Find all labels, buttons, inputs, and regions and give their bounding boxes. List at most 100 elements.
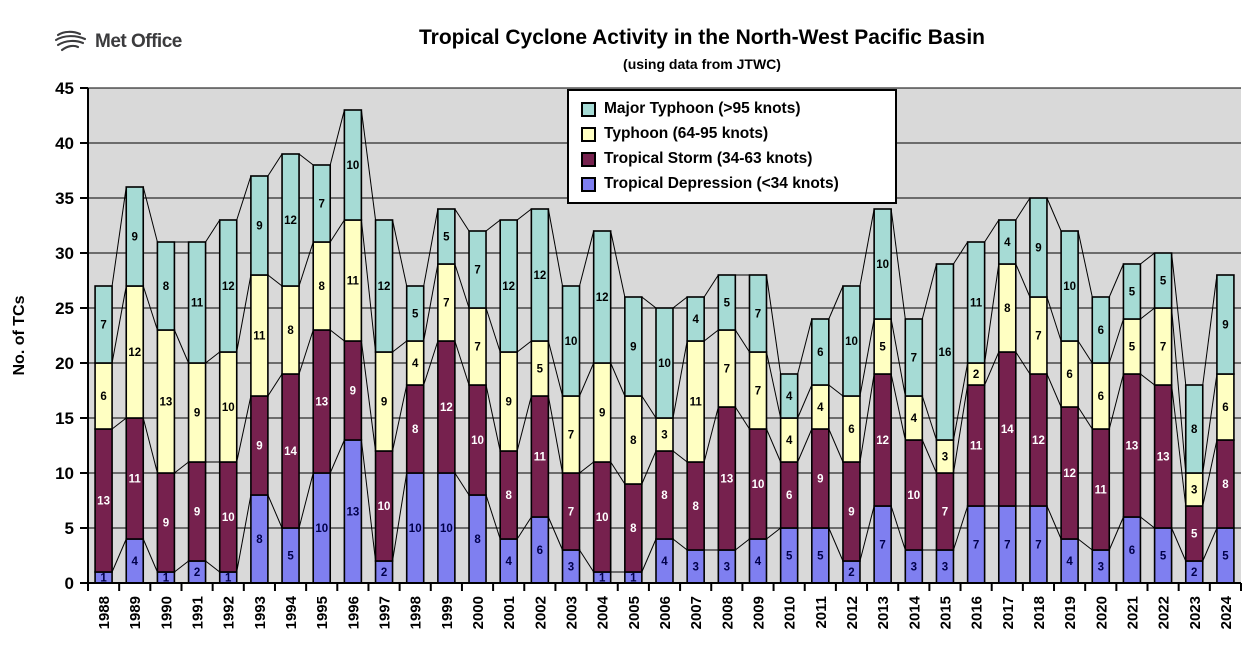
- bar-segment-2012: [842, 285, 861, 397]
- bar-value-label: 11: [970, 298, 983, 310]
- bar-value-label: 12: [502, 281, 515, 293]
- series-line: [859, 208, 875, 287]
- series-line: [174, 461, 189, 474]
- bar-value-label: 1: [100, 573, 107, 585]
- bar-segment-1994: [281, 153, 300, 287]
- bar-value-label: 13: [160, 397, 173, 409]
- bar-value-label: 9: [848, 507, 854, 519]
- legend-item-label: Typhoon (64-95 knots): [604, 125, 769, 142]
- series-line: [423, 263, 439, 342]
- bar-value-label: 1: [163, 573, 170, 585]
- series-line: [1202, 274, 1218, 386]
- bar-value-label: 8: [319, 281, 326, 293]
- bar-value-label: 5: [786, 551, 793, 563]
- series-line: [392, 219, 408, 287]
- x-tick-label: 1995: [314, 596, 331, 629]
- series-line: [984, 351, 1000, 386]
- series-line: [921, 263, 937, 320]
- bar-value-label: 8: [412, 424, 419, 436]
- series-line: [329, 439, 345, 474]
- bar-value-label: 13: [315, 397, 328, 409]
- series-line: [1140, 307, 1155, 320]
- bar-value-label: 9: [599, 408, 605, 420]
- series-line: [111, 186, 127, 287]
- series-line: [547, 516, 563, 551]
- bar-segment-2018: [1029, 197, 1048, 298]
- series-line: [111, 417, 127, 430]
- bar-segment-2006: [655, 307, 674, 419]
- bar-value-label: 2: [848, 567, 854, 579]
- bar-segment-2020: [1091, 296, 1111, 364]
- bar-value-label: 8: [1191, 424, 1198, 436]
- series-line: [641, 450, 657, 485]
- x-tick-label: 2023: [1187, 596, 1204, 629]
- bar-value-label: 4: [1066, 556, 1073, 568]
- x-tick-label: 2019: [1062, 596, 1079, 629]
- series-line: [1077, 340, 1093, 364]
- bar-segment-2000: [468, 230, 487, 309]
- bar-value-label: 8: [163, 281, 170, 293]
- bar-value-label: 10: [845, 336, 858, 348]
- bar-value-label: 11: [253, 331, 266, 343]
- x-tick-label: 2007: [688, 596, 705, 629]
- x-tick-label: 1991: [190, 596, 207, 629]
- bar-value-label: 3: [724, 562, 730, 574]
- bar-segment-2021: [1122, 263, 1142, 320]
- x-tick-label: 2018: [1031, 596, 1048, 629]
- y-tick-label: 35: [55, 189, 74, 208]
- bar-value-label: 4: [661, 556, 668, 568]
- series-line: [267, 494, 283, 529]
- series-line: [142, 538, 158, 573]
- series-line: [298, 329, 314, 375]
- x-tick-label: 1990: [158, 596, 175, 629]
- bar-value-label: 9: [505, 397, 511, 409]
- bar-value-label: 7: [755, 309, 761, 321]
- bar-value-label: 8: [287, 325, 294, 337]
- bar-value-label: 5: [537, 364, 544, 376]
- bar-value-label: 11: [1095, 485, 1108, 497]
- series-line: [1140, 373, 1155, 386]
- x-tick-label: 2014: [906, 595, 923, 629]
- series-line: [1046, 296, 1062, 342]
- bar-segment-2007: [686, 296, 705, 342]
- bar-value-label: 14: [284, 446, 297, 458]
- series-line: [734, 406, 750, 430]
- bar-value-label: 4: [755, 556, 762, 568]
- bar-value-label: 5: [1191, 529, 1198, 541]
- bar-value-label: 5: [1129, 342, 1136, 354]
- series-line: [641, 395, 657, 419]
- series-line: [142, 417, 158, 474]
- series-line: [1171, 252, 1187, 386]
- series-line: [641, 538, 657, 573]
- bar-value-label: 4: [911, 413, 918, 425]
- bar-segment-1997: [374, 219, 394, 353]
- series-line: [205, 560, 221, 573]
- series-line: [610, 461, 626, 485]
- bar-value-label: 7: [100, 320, 106, 332]
- bar-value-label: 1: [630, 573, 637, 585]
- bar-value-label: 10: [907, 490, 920, 502]
- bar-value-label: 5: [1160, 276, 1167, 288]
- series-line: [828, 428, 844, 463]
- bar-value-label: 5: [1129, 287, 1136, 299]
- bar-value-label: 13: [346, 507, 359, 519]
- bar-value-label: 12: [596, 292, 609, 304]
- series-line: [485, 384, 501, 452]
- bar-value-label: 7: [942, 507, 948, 519]
- series-line: [205, 351, 221, 364]
- bar-segment-2009: [748, 274, 768, 353]
- series-line: [423, 208, 439, 287]
- x-tick-label: 1992: [221, 596, 238, 629]
- series-line: [329, 109, 345, 166]
- bar-value-label: 10: [658, 358, 671, 370]
- series-line: [1108, 318, 1124, 364]
- bar-value-label: 10: [409, 523, 422, 535]
- series-line: [298, 472, 314, 529]
- series-line: [1140, 516, 1155, 529]
- y-tick-label: 40: [55, 134, 74, 153]
- bar-value-label: 12: [876, 435, 889, 447]
- bar-value-label: 3: [1098, 562, 1104, 574]
- bar-segment-2015: [935, 263, 955, 441]
- series-line: [579, 362, 595, 397]
